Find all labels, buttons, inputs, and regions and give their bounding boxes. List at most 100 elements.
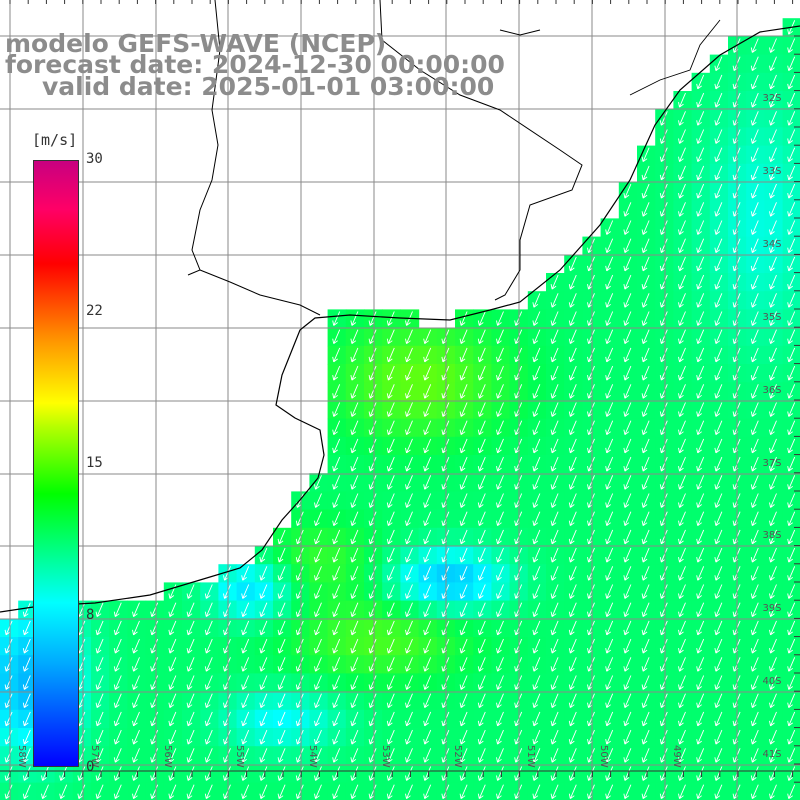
wind-arrow (496, 402, 504, 417)
lon-label: 50W (598, 745, 609, 768)
wind-arrow (405, 638, 413, 654)
wind-arrow (350, 420, 359, 436)
wind-arrow (769, 602, 777, 618)
wind-arrow (641, 748, 650, 763)
wind-arrow (332, 657, 341, 672)
wind-arrow (714, 165, 723, 181)
wind-arrow (550, 293, 559, 308)
wind-arrow (350, 384, 359, 399)
wind-arrow (623, 475, 632, 490)
wind-arrow (623, 293, 632, 308)
wind-arrow (277, 729, 286, 745)
wind-arrow (568, 748, 577, 763)
wind-arrow (95, 766, 104, 781)
wind-arrow (459, 657, 468, 672)
wind-arrow (696, 420, 705, 436)
wind-arrow (568, 256, 577, 272)
wind-arrow (314, 511, 322, 527)
wind-arrow (95, 784, 104, 800)
wind-arrow (22, 784, 31, 800)
wind-arrow (386, 347, 395, 363)
wind-arrow (623, 566, 632, 581)
wind-arrow (532, 675, 541, 690)
wind-arrow (368, 566, 377, 581)
wind-arrow (405, 748, 413, 763)
wind-arrow (459, 584, 468, 599)
wind-arrow (696, 347, 705, 363)
wind-arrow (150, 620, 159, 636)
wind-arrow (459, 693, 468, 709)
wind-arrow (769, 293, 777, 308)
wind-arrow (405, 384, 413, 399)
wind-arrow (459, 402, 468, 417)
wind-arrow (623, 529, 632, 545)
valid-date: valid date: 2025-01-01 03:00:00 (42, 72, 495, 101)
wind-arrow (605, 566, 614, 581)
wind-speed-field (0, 18, 800, 800)
wind-arrow (623, 511, 632, 527)
wind-arrow (150, 784, 159, 800)
wind-arrow (477, 675, 486, 690)
colorbar-tick-15: 15 (86, 455, 103, 471)
wind-arrow (641, 657, 650, 672)
wind-arrow (696, 711, 705, 727)
wind-arrow (550, 529, 559, 545)
wind-arrow (714, 620, 723, 636)
wind-arrow (568, 766, 577, 781)
wind-arrow (423, 456, 432, 472)
wind-arrow (368, 456, 377, 472)
wind-arrow (459, 784, 468, 800)
wind-arrow (623, 402, 632, 417)
wind-arrow (787, 347, 796, 363)
wind-arrow (332, 347, 341, 363)
wind-arrow (204, 602, 213, 618)
wind-arrow (259, 638, 268, 654)
wind-arrow (550, 602, 559, 618)
wind-arrow (496, 475, 504, 490)
wind-arrow (750, 602, 759, 618)
wind-arrow (459, 729, 468, 745)
wind-arrow (259, 547, 268, 563)
wind-arrow (696, 129, 705, 144)
wind-arrow (477, 511, 486, 527)
wind-arrow (623, 365, 632, 381)
wind-arrow (641, 620, 650, 636)
wind-arrow (386, 784, 395, 800)
wind-arrow (277, 584, 286, 599)
wind-arrow (750, 693, 759, 709)
wind-arrow (241, 638, 250, 654)
wind-arrow (332, 311, 341, 326)
wind-arrow (350, 675, 359, 690)
wind-arrow (641, 602, 650, 618)
wind-arrow (769, 220, 777, 235)
wind-arrow (750, 293, 759, 308)
wind-arrow (496, 365, 504, 381)
wind-arrow (368, 729, 377, 745)
wind-arrow (386, 711, 395, 727)
wind-arrow (750, 92, 759, 108)
wind-arrow (750, 220, 759, 235)
wind-arrow (678, 129, 686, 144)
wind-arrow (204, 638, 213, 654)
wind-arrow (769, 384, 777, 399)
wind-arrow (350, 347, 359, 363)
wind-arrow (641, 584, 650, 599)
wind-arrow (277, 657, 286, 672)
wind-arrow (605, 238, 614, 254)
wind-arrow (750, 111, 759, 126)
wind-arrow (496, 784, 504, 800)
wind-arrow (186, 784, 195, 800)
wind-arrow (423, 329, 432, 345)
wind-arrow (787, 547, 796, 563)
wind-arrow (550, 638, 559, 654)
wind-arrow (332, 438, 341, 454)
wind-arrow (113, 638, 122, 654)
wind-arrow (696, 274, 705, 290)
wind-arrow (769, 402, 777, 417)
lat-label: 33S (762, 166, 781, 177)
wind-arrow (605, 274, 614, 290)
wind-arrow (605, 347, 614, 363)
wind-arrow (77, 766, 86, 781)
wind-arrow (477, 729, 486, 745)
wind-arrow (332, 529, 341, 545)
